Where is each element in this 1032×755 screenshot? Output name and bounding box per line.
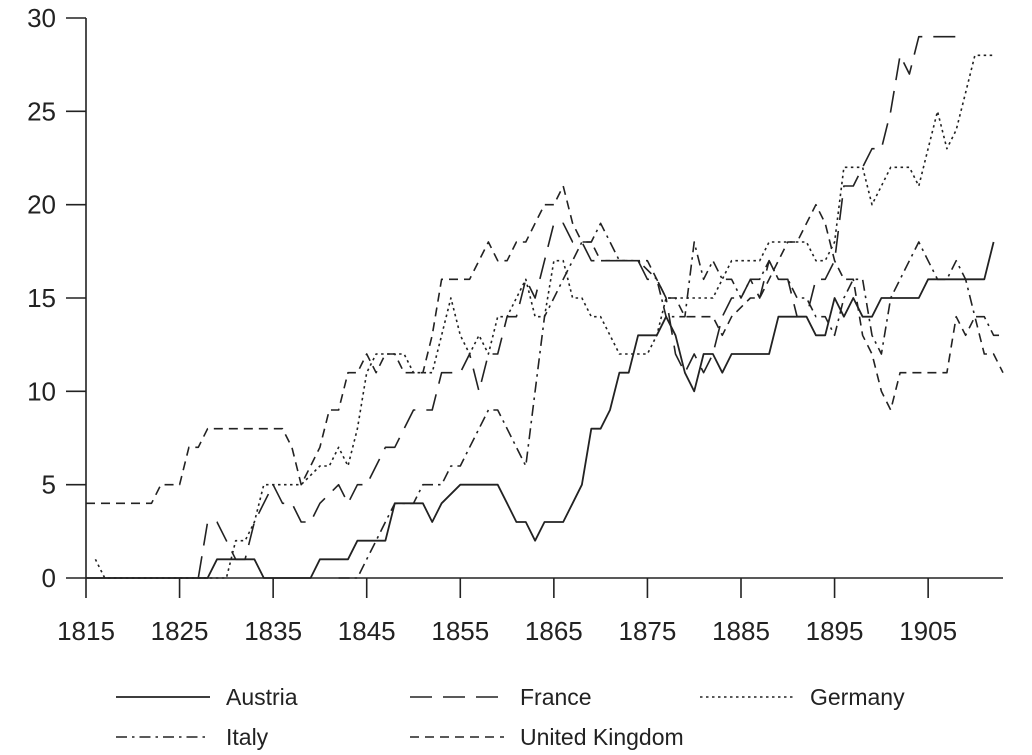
legend-label: Austria <box>226 684 298 710</box>
x-tick-label: 1855 <box>431 616 489 646</box>
series-line-italy <box>338 222 1003 579</box>
x-tick-label: 1885 <box>712 616 770 646</box>
legend-label: Germany <box>810 684 905 710</box>
x-tick-label: 1845 <box>338 616 396 646</box>
legend: Austria France Germany Italy United Kingdom <box>116 684 905 750</box>
series-line-austria <box>86 241 995 579</box>
x-tick-label: 1905 <box>899 616 957 646</box>
series-line-france <box>197 35 966 579</box>
series-layer <box>86 35 1004 579</box>
legend-item-austria: Austria <box>116 684 298 710</box>
legend-item-france: France <box>410 684 592 710</box>
y-tick-label: 0 <box>42 563 56 593</box>
x-tick-label: 1875 <box>619 616 677 646</box>
legend-item-italy: Italy <box>116 724 269 750</box>
legend-label: Italy <box>226 724 269 750</box>
legend-label: United Kingdom <box>520 724 684 750</box>
x-axis: 1815 1825 1835 1845 1855 1865 1875 1885 1895 1905 <box>57 577 1003 646</box>
y-tick-label: 25 <box>27 96 56 126</box>
x-tick-label: 1825 <box>151 616 209 646</box>
x-tick-label: 1895 <box>806 616 864 646</box>
series-line-germany <box>94 54 994 579</box>
legend-item-united-kingdom: United Kingdom <box>410 724 684 750</box>
legend-item-germany: Germany <box>700 684 905 710</box>
y-tick-label: 5 <box>42 470 56 500</box>
y-axis: 0 5 10 15 20 25 30 <box>27 3 87 593</box>
x-tick-label: 1815 <box>57 616 115 646</box>
legend-label: France <box>520 684 592 710</box>
y-tick-label: 20 <box>27 190 56 220</box>
series-line-united-kingdom <box>86 185 1004 505</box>
y-tick-label: 10 <box>27 376 56 406</box>
y-tick-label: 15 <box>27 283 56 313</box>
x-tick-label: 1835 <box>244 616 302 646</box>
y-tick-label: 30 <box>27 3 56 33</box>
x-tick-label: 1865 <box>525 616 583 646</box>
